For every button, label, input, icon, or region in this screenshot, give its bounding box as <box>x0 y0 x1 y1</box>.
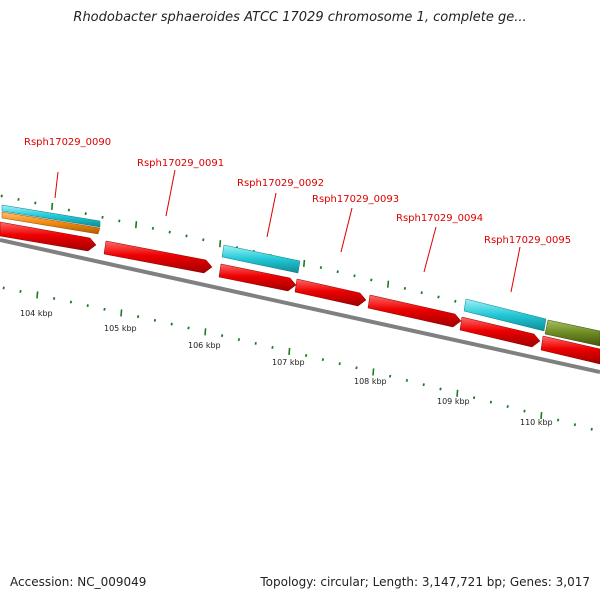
inner-tick-11 <box>187 326 190 330</box>
inner-tick-3 <box>52 297 56 300</box>
inner-tick-21 <box>355 366 358 370</box>
outer-tick-1 <box>17 198 20 201</box>
inner-tick-27 <box>456 389 459 397</box>
scale-label-107kbp: 107 kbp <box>272 358 305 367</box>
inner-tick-26 <box>439 387 442 391</box>
cds-arrow-0096[interactable] <box>540 335 600 365</box>
inner-tick-12 <box>204 328 207 336</box>
inner-tick-2 <box>36 291 39 299</box>
cds-arrow-0090[interactable] <box>0 221 97 252</box>
inner-tick-22 <box>372 368 375 376</box>
outer-tick-4 <box>67 208 71 212</box>
scale-label-105kbp: 105 kbp <box>104 324 137 333</box>
gene-label-0094[interactable]: Rsph17029_0094 <box>396 213 483 224</box>
inner-tick-25 <box>422 383 425 387</box>
inner-tick-9 <box>153 318 157 322</box>
outer-tick-21 <box>353 274 356 278</box>
inner-tick-23 <box>388 374 392 378</box>
inner-tick-row <box>2 286 593 431</box>
inner-tick-16 <box>271 345 274 349</box>
outer-tick-11 <box>185 234 188 238</box>
outer-tick-26 <box>437 295 440 299</box>
outer-tick-9 <box>151 226 155 230</box>
inner-tick-15 <box>254 342 257 345</box>
topology-text: Topology: circular; Length: 3,147,721 bp… <box>260 575 590 589</box>
outer-tick-2 <box>34 201 37 205</box>
outer-tick-20 <box>336 270 339 274</box>
outer-tick-13 <box>219 240 222 248</box>
inner-tick-4 <box>69 300 73 304</box>
gene-label-0095[interactable]: Rsph17029_0095 <box>484 235 571 246</box>
outer-tick-3 <box>51 202 54 211</box>
cds-arrow-0094[interactable] <box>367 294 462 328</box>
outer-tick-12 <box>202 238 205 242</box>
outer-tick-5 <box>84 212 87 216</box>
gene-label-0090[interactable]: Rsph17029_0090 <box>24 137 111 148</box>
inner-tick-8 <box>136 315 140 319</box>
inner-tick-32 <box>540 411 543 420</box>
inner-tick-31 <box>523 409 526 413</box>
outer-tick-22 <box>370 278 373 282</box>
orange-feature[interactable] <box>1 211 101 235</box>
inner-tick-18 <box>304 354 308 357</box>
cds-arrow-0095[interactable] <box>459 316 541 348</box>
inner-tick-33 <box>556 418 560 422</box>
scale-label-104kbp: 104 kbp <box>20 309 53 318</box>
inner-tick-5 <box>86 304 89 308</box>
inner-tick-17 <box>288 347 291 356</box>
outer-tick-27 <box>454 299 457 303</box>
inner-tick-13 <box>220 334 224 338</box>
inner-tick-10 <box>170 322 173 326</box>
outer-tick-7 <box>118 219 121 223</box>
outer-tick-0 <box>0 194 3 198</box>
inner-tick-0 <box>2 286 5 290</box>
outer-tick-19 <box>319 266 323 270</box>
gene-label-0093[interactable]: Rsph17029_0093 <box>312 194 399 205</box>
inner-tick-34 <box>573 423 577 427</box>
outer-tick-8 <box>135 221 138 229</box>
outer-tick-23 <box>387 280 390 288</box>
inner-tick-6 <box>103 307 106 311</box>
label-pointers <box>54 169 521 293</box>
outer-tick-6 <box>101 215 104 219</box>
accession-text: Accession: NC_009049 <box>10 575 147 589</box>
inner-tick-30 <box>506 405 509 409</box>
cds-arrow-0093[interactable] <box>294 278 367 307</box>
scale-label-110kbp: 110 kbp <box>520 418 553 427</box>
rna-feature-3[interactable] <box>463 298 547 332</box>
inner-tick-14 <box>237 338 241 341</box>
cds-arrow-0092[interactable] <box>218 263 297 292</box>
genome-backbone <box>0 238 600 374</box>
rna-feature-2[interactable] <box>221 244 301 274</box>
inner-tick-1 <box>19 290 22 293</box>
scale-label-109kbp: 109 kbp <box>437 397 470 406</box>
cds-arrow-0091[interactable] <box>103 240 213 274</box>
inner-tick-20 <box>338 362 341 366</box>
inner-tick-24 <box>405 378 409 382</box>
inner-tick-29 <box>489 400 493 404</box>
outer-tick-25 <box>420 291 423 295</box>
scale-label-106kbp: 106 kbp <box>188 341 221 350</box>
map-title: Rhodobacter sphaeroides ATCC 17029 chrom… <box>73 10 527 25</box>
olive-feature[interactable] <box>544 319 600 347</box>
outer-tick-10 <box>168 230 171 234</box>
scale-label-108kbp: 108 kbp <box>354 377 387 386</box>
inner-tick-19 <box>321 358 325 362</box>
inner-tick-7 <box>120 309 123 317</box>
rna-feature-1[interactable] <box>1 204 101 228</box>
outer-tick-18 <box>303 259 306 268</box>
gene-label-0091[interactable]: Rsph17029_0091 <box>137 158 224 169</box>
gene-label-0092[interactable]: Rsph17029_0092 <box>237 178 324 189</box>
outer-tick-24 <box>403 286 407 290</box>
inner-tick-35 <box>590 427 593 431</box>
inner-tick-28 <box>472 396 476 400</box>
